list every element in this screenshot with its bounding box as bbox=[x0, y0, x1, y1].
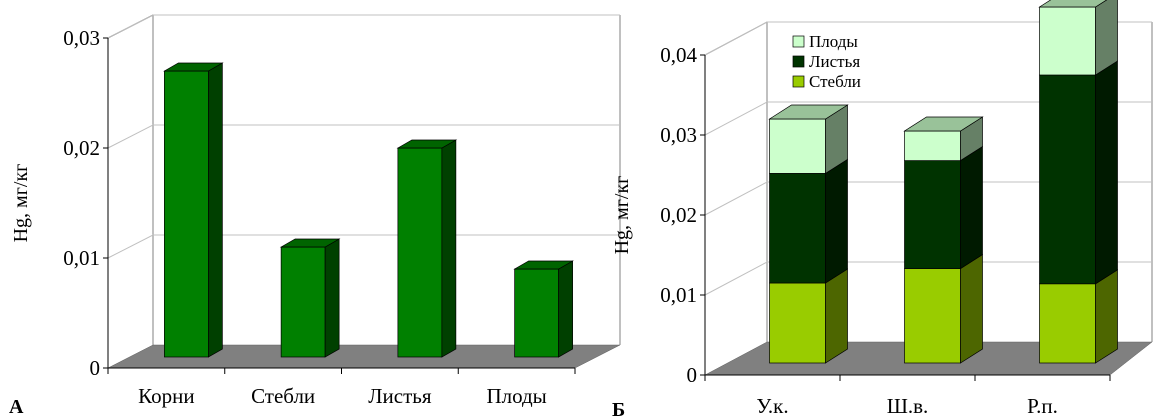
legend-label: Стебли bbox=[809, 72, 861, 91]
bar-top bbox=[396, 139, 458, 149]
bar-top bbox=[163, 62, 224, 72]
bar-side bbox=[208, 62, 223, 358]
y-axis-label: Hg, мг/кг bbox=[10, 164, 32, 243]
legend-swatch bbox=[792, 55, 805, 68]
bar-front bbox=[397, 147, 443, 358]
y-tick-label: 0 bbox=[687, 363, 698, 387]
bar-segment-side bbox=[1095, 269, 1118, 364]
gridline bbox=[107, 124, 620, 149]
x-tick-label: Стебли bbox=[251, 384, 315, 408]
bar-top bbox=[279, 238, 341, 248]
x-tick-label: Р.п. bbox=[1027, 394, 1058, 418]
bar-segment-front bbox=[904, 160, 961, 269]
bar-segment-front bbox=[769, 118, 826, 174]
gridline bbox=[704, 21, 1152, 56]
y-tick-label: 0,03 bbox=[660, 123, 697, 147]
legend-label: Плоды bbox=[809, 32, 858, 51]
bar-segment-side bbox=[960, 145, 983, 270]
bar-segment-side bbox=[825, 158, 848, 284]
x-tick-label: Ш.в. bbox=[887, 394, 929, 418]
bar-front bbox=[514, 268, 559, 358]
bar-segment-front bbox=[769, 173, 826, 284]
bar-segment-front bbox=[1039, 6, 1096, 76]
x-tick-label: Листья bbox=[368, 384, 432, 408]
y-tick-label: 0,04 bbox=[660, 43, 697, 67]
back-wall-top bbox=[107, 14, 620, 39]
y-tick-label: 0,01 bbox=[660, 283, 697, 307]
legend-label: Листья bbox=[809, 52, 860, 71]
bar-segment-side bbox=[825, 268, 848, 364]
bar-segment-side bbox=[960, 253, 983, 364]
bar-top bbox=[903, 116, 984, 132]
bar-segment-front bbox=[904, 130, 961, 161]
bar-front bbox=[164, 70, 209, 358]
x-tick-label: Корни bbox=[138, 384, 194, 408]
bar-front bbox=[280, 246, 326, 358]
chart-panel-b: 0 0,01 0,02 0,03 0,04 У.к. Ш.в. Р.п. ПлодыЛистья… bbox=[611, 0, 1153, 419]
y-tick-label: 0 bbox=[90, 356, 101, 380]
gridline bbox=[704, 101, 1152, 136]
bar-segment-side bbox=[1095, 0, 1118, 76]
bar-segment-front bbox=[904, 268, 961, 364]
y-tick-label: 0,03 bbox=[63, 26, 100, 50]
bar-side bbox=[558, 260, 573, 358]
gridline bbox=[107, 234, 620, 259]
gridline bbox=[704, 181, 1152, 216]
bar-side bbox=[441, 139, 457, 358]
panel-label: А bbox=[9, 396, 24, 418]
gridline bbox=[704, 261, 1152, 296]
bar-top bbox=[1038, 0, 1108, 8]
x-tick-label: Плоды bbox=[486, 384, 546, 408]
gridline bbox=[107, 14, 620, 39]
y-tick-label: 0,02 bbox=[63, 136, 100, 160]
bar-segment-front bbox=[1039, 74, 1096, 285]
y-axis-label: Hg, мг/кг bbox=[611, 176, 633, 255]
x-tick-label: У.к. bbox=[756, 394, 788, 418]
y-tick-label: 0,01 bbox=[63, 246, 100, 270]
bar-segment-front bbox=[769, 282, 826, 364]
panel-label: Б bbox=[612, 399, 625, 419]
bar-side bbox=[324, 238, 340, 358]
legend-swatch bbox=[792, 75, 805, 88]
bar-top bbox=[768, 104, 849, 120]
bar-segment-side bbox=[1095, 60, 1118, 285]
chart-panel-a: 0 0,01 0,02 0,03 Корни Стебли Листья Плоды Hg, м… bbox=[9, 14, 621, 418]
legend-swatch bbox=[792, 35, 805, 48]
bar-top bbox=[513, 260, 574, 270]
y-tick-label: 0,02 bbox=[660, 203, 697, 227]
bar-segment-front bbox=[1039, 283, 1096, 364]
